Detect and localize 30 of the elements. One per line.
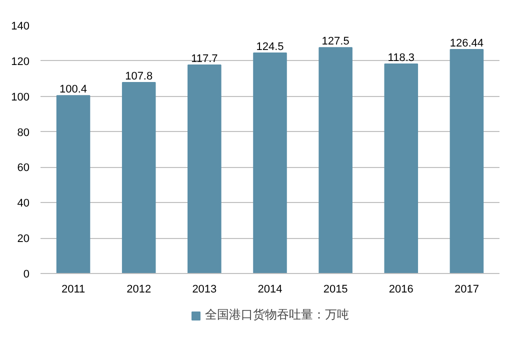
data-label: 100.4 [60,84,88,96]
x-tick-label: 2015 [323,284,348,296]
data-label: 124.5 [256,40,284,53]
data-label: 118.3 [388,52,415,64]
y-tick-label: 140 [11,20,30,32]
y-tick-label: 0 [23,268,30,280]
x-tick-label: 2013 [192,284,217,296]
bar [122,82,156,274]
bar [450,49,484,274]
data-label: 117.7 [191,53,218,66]
data-label: 126.44 [450,38,484,50]
x-tick-label: 2012 [126,284,152,296]
y-tick-label: 20 [17,233,30,246]
bar [56,95,90,274]
bar [253,52,287,274]
legend-label: 全国港口货物吞吐量：万吨 [205,306,349,324]
bar [318,47,352,274]
data-label: 127.5 [322,36,350,48]
data-label: 107.8 [125,70,153,83]
bar [188,64,222,274]
y-tick-label: 60 [17,162,30,174]
bar [384,63,418,274]
x-tick-label: 2014 [258,284,282,296]
y-tick-label: 80 [17,126,30,139]
y-tick-label: 120 [11,56,30,68]
x-tick-label: 2011 [61,284,86,296]
x-tick-label: 2016 [388,284,414,296]
y-tick-label: 100 [11,91,30,104]
y-tick-label: 40 [17,198,30,210]
x-tick-label: 2017 [454,284,479,296]
